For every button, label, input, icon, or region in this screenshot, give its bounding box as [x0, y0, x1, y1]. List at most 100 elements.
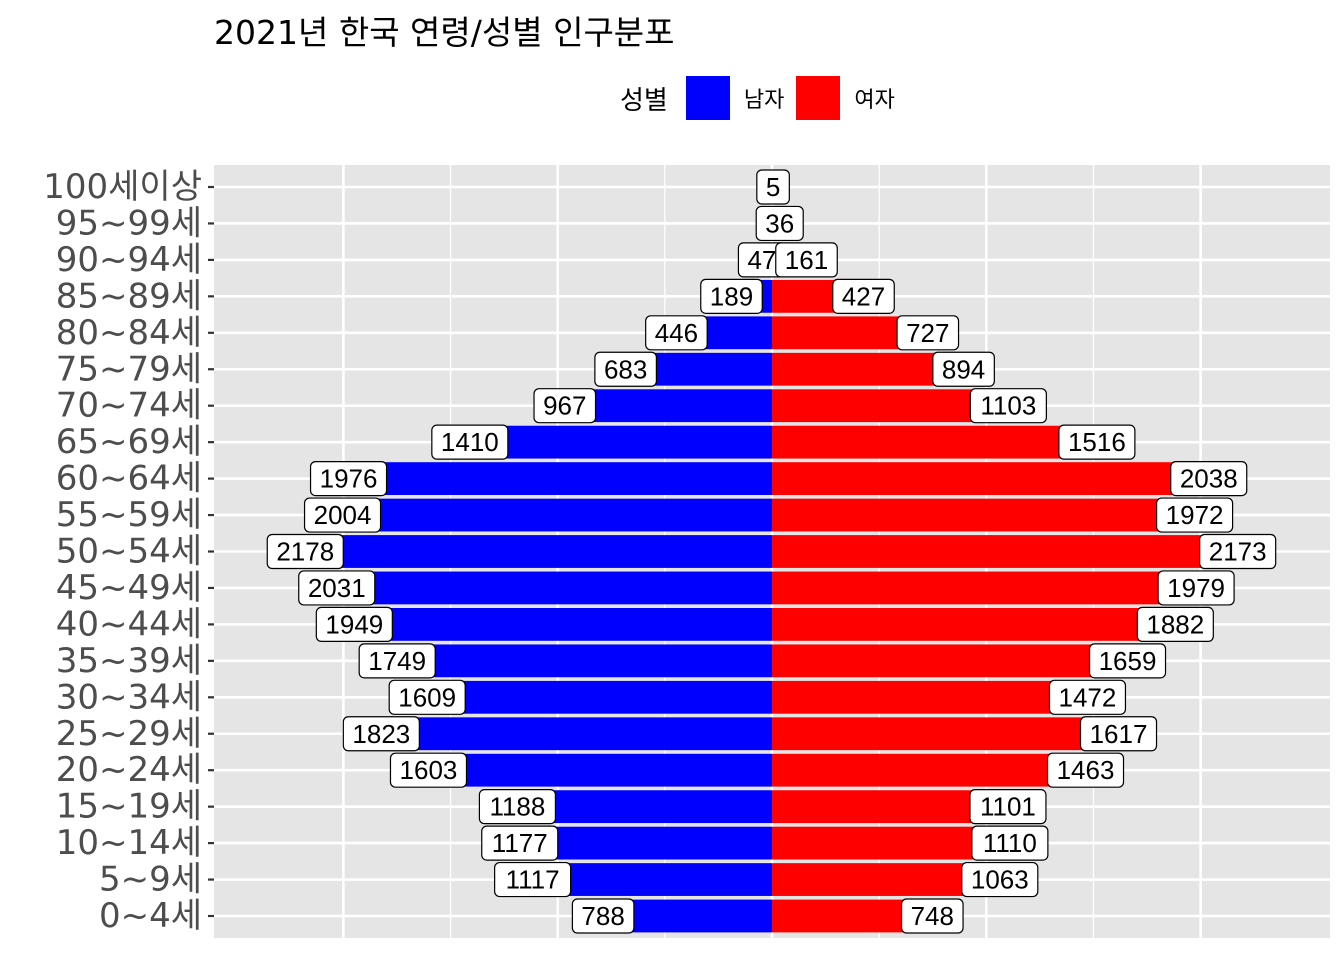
y-tick-label: 95~99세 [56, 203, 202, 243]
bar-female [772, 535, 1238, 568]
value-label-female-box [1088, 643, 1167, 679]
bar-female [772, 790, 1008, 824]
value-label-female-box [1170, 461, 1248, 497]
y-tick-label: 75~79세 [56, 349, 202, 389]
value-label-female: 1516 [1068, 427, 1126, 457]
value-label-male-box [388, 679, 466, 715]
value-label-male: 1609 [398, 682, 456, 712]
y-tick-label: 0~4세 [99, 896, 202, 936]
y-tick-label: 10~14세 [56, 823, 202, 863]
value-label-female-box [961, 861, 1039, 898]
y-tick-label: 65~69세 [56, 422, 202, 462]
value-label-male-box [481, 825, 559, 861]
value-label-female: 161 [785, 245, 828, 275]
y-tick-label: 85~89세 [56, 276, 202, 316]
y-tick-label: 70~74세 [56, 386, 202, 426]
legend-label-female: 여자 [854, 88, 895, 113]
value-label-female: 748 [911, 901, 954, 931]
y-tick-label: 50~54세 [56, 532, 202, 572]
value-label-male-box [342, 716, 420, 752]
value-label-male-box [298, 570, 376, 606]
value-label-female-box [1048, 679, 1127, 715]
bar-male [354, 607, 772, 641]
value-label-female: 36 [765, 208, 794, 238]
chart-title: 2021년 한국 연령/성별 인구분포 [214, 13, 675, 52]
bar-female [772, 644, 1128, 678]
y-tick-label: 100세이상 [43, 167, 202, 207]
bar-male [519, 826, 772, 860]
value-label-male-box [266, 533, 344, 570]
value-label-female-box [1136, 606, 1214, 643]
value-label-male: 683 [604, 354, 647, 384]
value-label-female-box [755, 205, 804, 242]
bar-female [772, 717, 1119, 751]
bar-female [772, 462, 1209, 496]
value-label-male-box [315, 606, 393, 643]
value-label-female: 1110 [983, 828, 1037, 858]
value-label-female-box [900, 898, 964, 934]
value-label-female: 894 [942, 354, 985, 384]
bar-male [381, 717, 772, 751]
value-label-female-box [969, 789, 1047, 825]
bar-male [517, 790, 772, 824]
value-label-female: 1972 [1166, 500, 1224, 530]
value-label-male-box [594, 351, 657, 387]
value-label-female: 1463 [1057, 755, 1115, 785]
legend-title: 성별 [620, 85, 668, 116]
bar-female [772, 425, 1097, 459]
legend: 성별 남자 여자 [620, 76, 907, 120]
value-label-female: 1617 [1090, 719, 1148, 749]
value-label-female-box [1155, 497, 1234, 533]
value-label-female: 1882 [1146, 609, 1204, 639]
bar-male [428, 753, 772, 787]
bar-male [305, 535, 772, 568]
value-label-female: 1063 [971, 865, 1029, 895]
value-label-female-box [756, 169, 790, 205]
bar-male [397, 644, 772, 678]
bar-female [772, 680, 1088, 714]
y-tick-label: 60~64세 [56, 459, 202, 499]
value-label-female-box [1199, 533, 1277, 570]
value-label-male: 1749 [368, 646, 426, 676]
legend-key-male [685, 76, 730, 120]
bar-male [336, 571, 772, 605]
y-tick-label: 35~39세 [56, 641, 202, 681]
value-label-female: 2173 [1209, 537, 1267, 567]
value-label-male: 2031 [308, 573, 366, 603]
value-label-male-box [494, 861, 572, 898]
value-label-male-box [700, 278, 763, 314]
value-label-male: 788 [581, 901, 624, 931]
bar-female [772, 753, 1086, 787]
y-tick-label: 90~94세 [56, 240, 202, 280]
y-tick-label: 30~34세 [56, 677, 202, 717]
value-label-male: 1603 [400, 755, 458, 785]
value-label-female: 1659 [1099, 646, 1157, 676]
y-tick-label: 15~19세 [56, 787, 202, 827]
value-label-male: 2004 [314, 500, 372, 530]
bar-male [342, 498, 772, 532]
value-label-male: 1949 [325, 609, 383, 639]
value-label-male: 47 [747, 245, 776, 275]
legend-label-male: 남자 [743, 88, 785, 113]
value-label-male: 1117 [506, 865, 560, 895]
value-label-male-box [431, 424, 509, 460]
bar-male [427, 680, 772, 714]
value-label-male: 967 [543, 391, 586, 421]
value-label-male: 446 [655, 318, 698, 348]
value-label-male: 1188 [489, 792, 545, 822]
value-label-female-box [971, 825, 1049, 861]
value-label-male-box [571, 898, 635, 934]
bar-female [772, 826, 1010, 860]
value-label-male-box [478, 789, 557, 825]
bar-male [564, 389, 772, 423]
bar-female [772, 607, 1176, 641]
y-tick-label: 25~29세 [56, 714, 202, 754]
value-label-female: 427 [842, 281, 885, 311]
value-label-male: 1177 [492, 828, 548, 858]
value-label-female: 5 [766, 172, 780, 202]
value-label-female-box [832, 278, 895, 314]
value-label-female-box [775, 242, 838, 278]
y-tick-label: 45~49세 [56, 568, 202, 608]
value-label-male: 1976 [320, 464, 378, 494]
